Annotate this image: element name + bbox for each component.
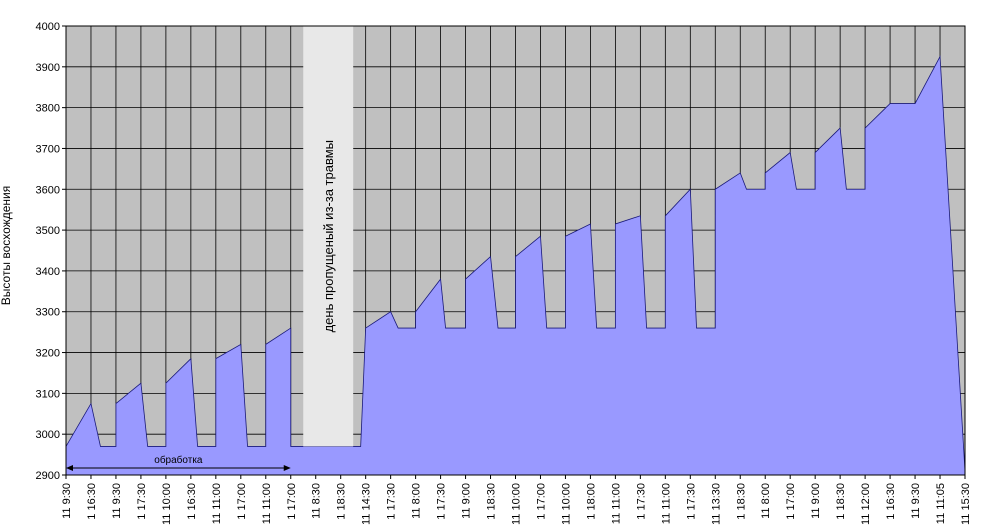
x-tick-label: 1 17:00 <box>785 483 797 520</box>
altitude-area-series <box>65 55 966 476</box>
x-tick-label: 11 10:00 <box>560 483 572 525</box>
x-tick-label: 1 17:30 <box>436 483 448 520</box>
y-tick-label: 3800 <box>36 103 60 115</box>
x-tick-label: 1 17:30 <box>635 483 647 520</box>
x-tick-label: 11 11:00 <box>660 483 672 524</box>
x-tick-label: 11 11:00 <box>211 483 223 524</box>
missed-day-band <box>303 26 354 447</box>
y-tick-label: 3200 <box>36 348 60 360</box>
x-tick-label: 11 8:30 <box>311 483 323 519</box>
x-tick-label: 11 9:00 <box>810 483 822 519</box>
x-tick-label: 11 11:05 <box>935 483 947 524</box>
x-tick-label: 1 17:00 <box>236 483 248 520</box>
x-tick-label: 1 16:30 <box>86 483 98 520</box>
y-tick-label: 3600 <box>36 184 60 196</box>
x-tick-label: 11 11:00 <box>610 483 622 524</box>
y-tick-label: 3300 <box>36 307 60 319</box>
x-tick-label: 11 15:30 <box>960 483 972 525</box>
y-tick-label: 3100 <box>36 388 60 400</box>
x-tick-label: 1 18:30 <box>336 483 348 520</box>
x-tick-label: 1 17:30 <box>386 483 398 520</box>
y-tick-label: 3500 <box>36 225 60 237</box>
missed-day-label: день пропущеный из-за травмы <box>321 140 336 332</box>
y-tick-label: 3900 <box>36 62 60 74</box>
x-tick-label: 11 11:00 <box>261 483 273 524</box>
x-tick-label: 11 8:00 <box>760 483 772 519</box>
x-tick-label: 11 9:30 <box>910 483 922 519</box>
y-tick-label: 2900 <box>36 470 60 482</box>
x-tick-label: 1 18:00 <box>585 483 597 520</box>
y-axis-ticks: 2900 3000 3100 3200 3300 3400 3500 3600 3700 3800… <box>36 21 66 482</box>
x-tick-label: 11 12:00 <box>860 483 872 525</box>
x-tick-label: 1 17:00 <box>535 483 547 520</box>
x-axis-ticks: 11 9:30 1 16:30 11 9:30 1 17:30 11 10:00 1 16… <box>61 475 972 525</box>
y-tick-label: 3000 <box>36 429 60 441</box>
y-tick-label: 4000 <box>36 21 60 33</box>
x-tick-label: 11 10:00 <box>161 483 173 525</box>
x-tick-label: 1 16:30 <box>885 483 897 520</box>
x-tick-label: 1 18:30 <box>486 483 498 520</box>
x-tick-label: 11 13:30 <box>710 483 722 525</box>
y-axis-label: Высоты восхождения <box>0 186 13 305</box>
x-tick-label: 11 9:30 <box>61 483 73 519</box>
y-tick-label: 3700 <box>36 143 60 155</box>
x-tick-label: 1 17:00 <box>286 483 298 520</box>
y-tick-label: 3400 <box>36 266 60 278</box>
x-tick-label: 1 18:30 <box>835 483 847 520</box>
treatment-arrowhead-right <box>283 465 291 471</box>
x-tick-label: 1 17:30 <box>136 483 148 520</box>
x-tick-label: 11 14:30 <box>361 483 373 525</box>
x-tick-label: 11 9:30 <box>111 483 123 519</box>
x-tick-label: 11 10:00 <box>511 483 523 525</box>
treatment-arrowhead-left <box>66 465 73 471</box>
x-tick-label: 11 9:00 <box>461 483 473 519</box>
x-tick-label: 1 18:30 <box>735 483 747 520</box>
x-tick-label: 1 17:30 <box>685 483 697 520</box>
treatment-label: обработка <box>154 454 203 466</box>
x-tick-label: 11 8:00 <box>411 483 423 519</box>
x-tick-label: 1 16:30 <box>186 483 198 520</box>
